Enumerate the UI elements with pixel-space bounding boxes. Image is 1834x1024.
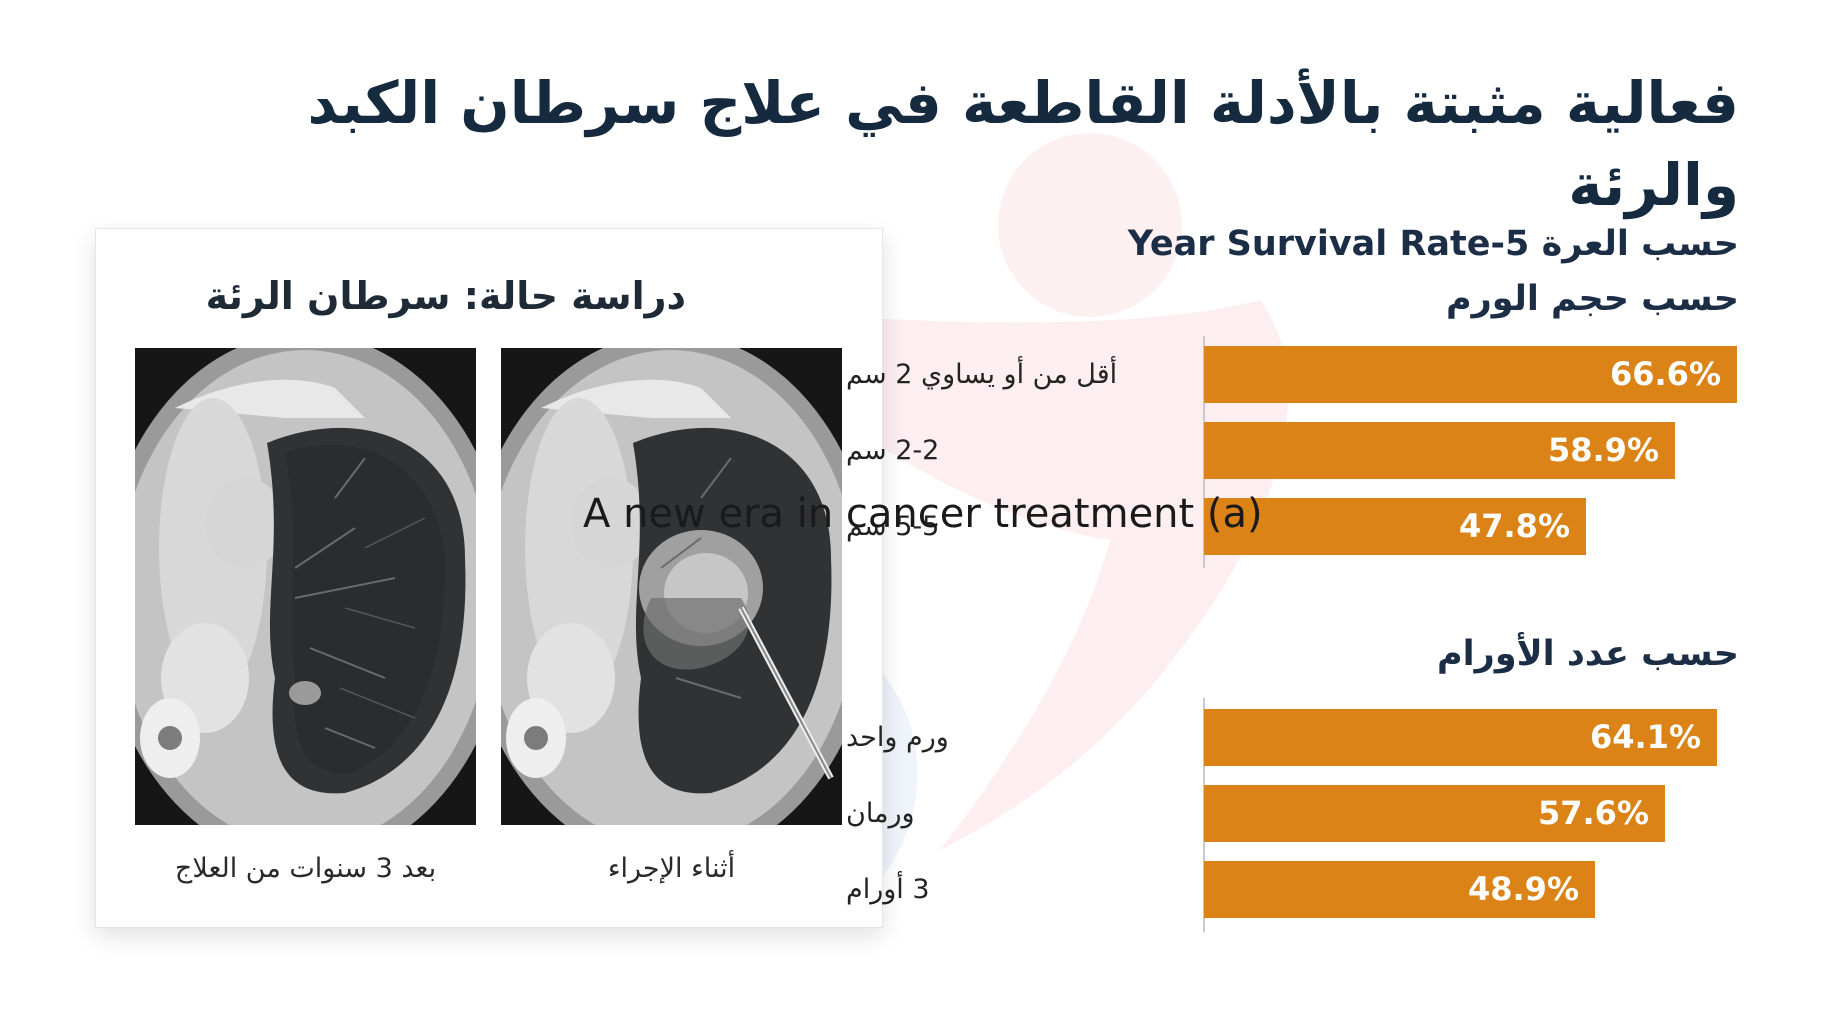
chart-heading-tumor-size: حسب حجم الورم bbox=[1445, 279, 1739, 319]
ct-scan-during-procedure-image bbox=[501, 348, 842, 825]
category-label-count-3: 3 أورام bbox=[846, 874, 930, 905]
bar-size-3: 47.8% bbox=[1204, 498, 1586, 555]
case-study-title: دراسة حالة: سرطان الرئة bbox=[205, 274, 686, 318]
bar-value-label: 66.6% bbox=[1609, 355, 1721, 393]
case-study-panel: دراسة حالة: سرطان الرئة bbox=[95, 228, 883, 928]
category-label-size-1: أقل من أو يساوي 2 سم bbox=[846, 359, 1118, 390]
bar-value-label: 57.6% bbox=[1537, 794, 1649, 832]
bar-value-label: 64.1% bbox=[1589, 718, 1701, 756]
bar-count-1: 64.1% bbox=[1204, 709, 1717, 766]
scan-caption-after-treatment: بعد 3 سنوات من العلاج bbox=[174, 853, 437, 884]
scan-caption-during-procedure: أثناء الإجراء bbox=[607, 853, 736, 884]
bar-count-2: 57.6% bbox=[1204, 785, 1665, 842]
category-label-size-3: 5-5 سم bbox=[846, 511, 940, 542]
chart-heading-tumor-count: حسب عدد الأورام bbox=[1437, 634, 1739, 674]
page-title: فعالية مثبتة بالأدلة القاطعة في علاج سرط… bbox=[307, 69, 1739, 219]
overlay-caption: A new era in cancer treatment (a) bbox=[583, 491, 1263, 537]
bar-value-label: 48.9% bbox=[1467, 870, 1579, 908]
bar-count-3: 48.9% bbox=[1204, 861, 1595, 918]
category-label-count-2: ورمان bbox=[846, 798, 915, 829]
bar-size-1: 66.6% bbox=[1204, 346, 1737, 403]
bar-size-2: 58.9% bbox=[1204, 422, 1675, 479]
chart-title: حسب العرة 5-Year Survival Rate bbox=[1127, 224, 1739, 264]
bar-value-label: 47.8% bbox=[1458, 507, 1570, 545]
bar-value-label: 58.9% bbox=[1547, 431, 1659, 469]
ct-scan-after-treatment-image bbox=[135, 348, 476, 825]
category-label-size-2: 2-2 سم bbox=[846, 435, 940, 466]
category-label-count-1: ورم واحد bbox=[846, 722, 949, 753]
